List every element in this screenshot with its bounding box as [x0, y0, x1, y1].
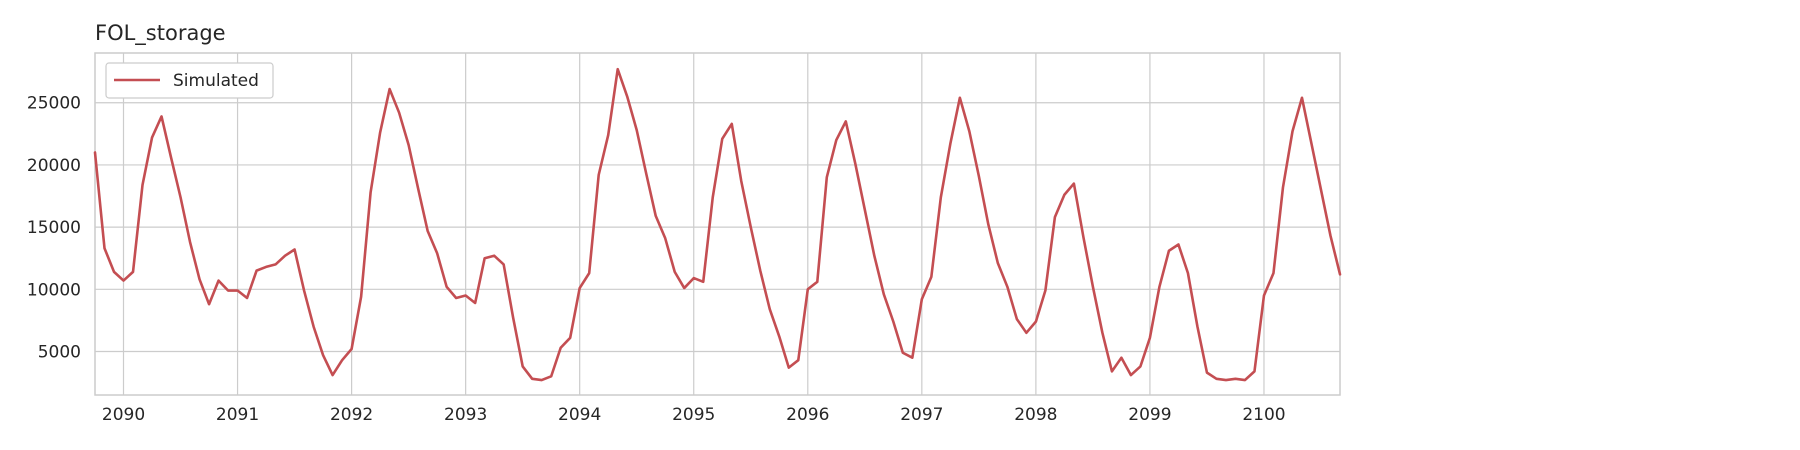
x-axis-ticks: 2090 2091 2092 2093 2094 2095 2096 2097 2098 2099… — [102, 405, 1286, 425]
y-axis-ticks: 5000 10000 15000 20000 25000 — [27, 94, 81, 363]
x-tick-label: 2096 — [786, 405, 829, 425]
legend-box — [105, 62, 274, 99]
x-tick-label: 2090 — [102, 405, 145, 425]
series-layer — [93, 67, 1342, 382]
x-tick-label: 2094 — [558, 405, 601, 425]
x-tick-label: 2093 — [444, 405, 487, 425]
y-tick-label: 20000 — [27, 156, 81, 176]
x-tick-label: 2095 — [672, 405, 715, 425]
y-tick-label: 25000 — [27, 94, 81, 114]
series-line-simulated — [93, 67, 1342, 382]
x-tick-label: 2099 — [1128, 405, 1171, 425]
chart-title: FOL_storage — [95, 21, 226, 46]
y-tick-label: 5000 — [38, 342, 81, 362]
y-tick-label: 10000 — [27, 280, 81, 300]
x-tick-label: 2091 — [216, 405, 259, 425]
y-tick-label: 15000 — [27, 218, 81, 238]
legend: Simulated — [105, 62, 274, 99]
legend-label: Simulated — [173, 71, 259, 91]
x-tick-label: 2092 — [330, 405, 373, 425]
x-tick-label: 2097 — [900, 405, 943, 425]
plot-frame — [94, 52, 1341, 396]
x-tick-label: 2100 — [1242, 405, 1285, 425]
x-tick-label: 2098 — [1014, 405, 1057, 425]
